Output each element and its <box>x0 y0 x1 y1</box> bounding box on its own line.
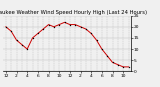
Title: Milwaukee Weather Wind Speed Hourly High (Last 24 Hours): Milwaukee Weather Wind Speed Hourly High… <box>0 10 147 15</box>
